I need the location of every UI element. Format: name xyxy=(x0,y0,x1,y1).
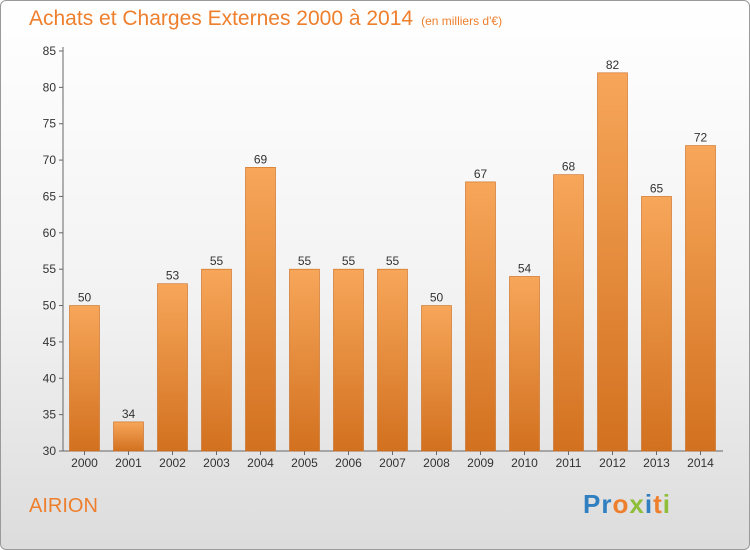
chart-title: Achats et Charges Externes 2000 à 2014 (e… xyxy=(29,7,502,31)
y-tick-label: 35 xyxy=(43,408,57,422)
bar xyxy=(377,268,408,452)
y-tick-label: 85 xyxy=(43,44,57,58)
y-tick-label: 50 xyxy=(43,299,57,313)
bar-value-label: 55 xyxy=(342,254,356,268)
y-tick-label: 75 xyxy=(43,117,57,131)
y-tick-label: 55 xyxy=(43,262,57,276)
bar-value-label: 54 xyxy=(518,261,532,275)
bar-value-label: 67 xyxy=(474,167,488,181)
x-tick-label: 2011 xyxy=(556,456,582,470)
bar xyxy=(201,268,232,452)
x-tick-label: 2005 xyxy=(291,456,318,470)
bar xyxy=(685,145,716,452)
bar xyxy=(333,268,364,452)
bar xyxy=(465,181,496,452)
bar xyxy=(553,174,584,452)
y-tick-label: 70 xyxy=(43,153,57,167)
bar xyxy=(289,268,320,452)
bar-value-label: 55 xyxy=(210,254,224,268)
logo-letter: t xyxy=(653,489,663,519)
logo-letter: r xyxy=(601,489,613,519)
x-tick-label: 2007 xyxy=(379,456,406,470)
y-tick-label: 60 xyxy=(43,226,57,240)
bar-value-label: 53 xyxy=(166,269,180,283)
bar-value-label: 72 xyxy=(694,131,708,145)
bar xyxy=(509,276,540,452)
chart-unit-note: (en milliers d'€) xyxy=(421,14,503,28)
bar xyxy=(157,283,188,452)
bar xyxy=(421,305,452,452)
y-tick-label: 30 xyxy=(43,444,57,458)
x-tick-label: 2006 xyxy=(335,456,362,470)
bar-value-label: 69 xyxy=(254,152,268,166)
y-tick-label: 80 xyxy=(43,80,57,94)
bar-value-label: 55 xyxy=(298,254,312,268)
proxiti-logo: Proxiti xyxy=(583,489,671,520)
x-tick-label: 2010 xyxy=(511,456,538,470)
y-tick-label: 40 xyxy=(43,371,57,385)
y-tick-label: 45 xyxy=(43,335,57,349)
x-tick-label: 2000 xyxy=(71,456,98,470)
bar-value-label: 65 xyxy=(650,181,664,195)
x-tick-label: 2009 xyxy=(467,456,494,470)
town-name: AIRION xyxy=(29,495,98,517)
bar xyxy=(597,72,628,452)
chart-title-text: Achats et Charges Externes 2000 à 2014 xyxy=(29,7,414,30)
bar-value-label: 68 xyxy=(562,160,576,174)
bar-value-label: 55 xyxy=(386,254,400,268)
bar xyxy=(113,421,144,452)
logo-letter: o xyxy=(612,489,630,519)
x-tick-label: 2012 xyxy=(599,456,626,470)
bar-value-label: 82 xyxy=(606,58,620,72)
bar-value-label: 50 xyxy=(78,291,92,305)
x-tick-label: 2004 xyxy=(247,456,274,470)
bar xyxy=(69,305,100,452)
bar xyxy=(641,196,672,452)
logo-letter: i xyxy=(644,489,654,519)
logo-letter: x xyxy=(629,489,645,519)
x-tick-label: 2003 xyxy=(203,456,230,470)
chart-bars: 50 34 53 55 69 55 55 55 50 67 54 68 82 65 72 xyxy=(69,58,716,452)
x-tick-label: 2001 xyxy=(115,456,142,470)
bar-value-label: 50 xyxy=(430,291,444,305)
x-tick-label: 2008 xyxy=(423,456,450,470)
x-tick-label: 2014 xyxy=(687,456,714,470)
logo-letter: P xyxy=(583,489,602,519)
y-tick-label: 65 xyxy=(43,189,57,203)
bar xyxy=(245,167,276,452)
x-tick-label: 2013 xyxy=(643,456,670,470)
bar-value-label: 34 xyxy=(122,407,136,421)
x-tick-label: 2002 xyxy=(159,456,186,470)
logo-letter: i xyxy=(662,489,671,519)
